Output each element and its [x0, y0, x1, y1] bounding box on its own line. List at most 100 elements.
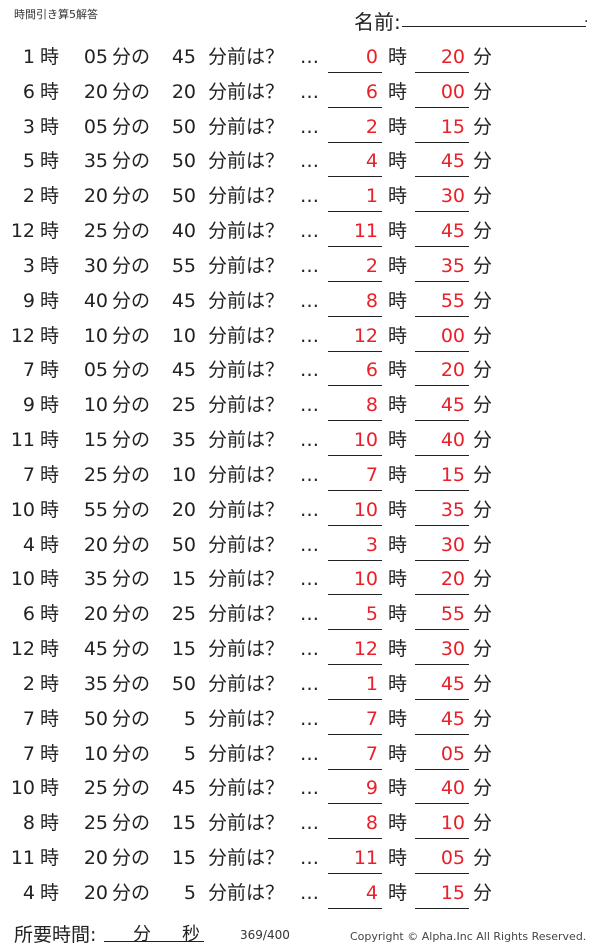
- answer-minute[interactable]: 05: [440, 847, 465, 870]
- answer-minute[interactable]: 15: [440, 115, 465, 138]
- answer-minute[interactable]: 45: [440, 672, 465, 695]
- answer-minute[interactable]: 45: [440, 150, 465, 173]
- answer-hour[interactable]: 4: [365, 881, 378, 904]
- problem-minute: 20: [83, 881, 108, 904]
- answer-hour[interactable]: 0: [365, 46, 378, 68]
- minute-of-label: 分の: [112, 46, 151, 68]
- problem-minute: 10: [83, 394, 108, 417]
- answer-minute[interactable]: 45: [440, 394, 465, 417]
- answer-hour-line: [328, 524, 382, 526]
- time-required-field[interactable]: [104, 941, 204, 942]
- answer-minute-line: [415, 907, 469, 909]
- answer-hour[interactable]: 10: [353, 429, 378, 452]
- minutes-before: 15: [171, 847, 196, 870]
- ellipsis: …: [300, 185, 319, 208]
- answer-hour[interactable]: 8: [365, 394, 378, 417]
- answer-minute[interactable]: 35: [440, 254, 465, 277]
- answer-minute-label: 分: [473, 672, 493, 695]
- answer-hour[interactable]: 2: [365, 254, 378, 277]
- answer-hour-line: [328, 489, 382, 491]
- answer-minute-line: [415, 594, 469, 596]
- answer-minute[interactable]: 00: [440, 324, 465, 347]
- problem-row: 12 時 10 分の 10 分前は？… 12 時 00 分: [0, 321, 600, 352]
- answer-minute[interactable]: 30: [440, 533, 465, 556]
- answer-minute[interactable]: 20: [440, 359, 465, 382]
- answer-hour-line: [328, 420, 382, 422]
- minute-of-label: 分の: [112, 359, 151, 382]
- problem-hour: 2: [22, 185, 35, 208]
- answer-hour[interactable]: 10: [353, 498, 378, 521]
- minutes-before: 20: [171, 80, 196, 103]
- answer-minute[interactable]: 40: [440, 429, 465, 452]
- answer-minute[interactable]: 55: [440, 603, 465, 626]
- answer-hour-line: [328, 385, 382, 387]
- answer-hour[interactable]: 1: [365, 672, 378, 695]
- answer-hour[interactable]: 7: [365, 742, 378, 765]
- problem-hour: 2: [22, 672, 35, 695]
- footer-seconds-label: 秒: [182, 924, 200, 945]
- hour-label: 時: [40, 812, 60, 835]
- answer-hour[interactable]: 1: [365, 185, 378, 208]
- answer-minute[interactable]: 20: [440, 568, 465, 591]
- minutes-before: 50: [171, 150, 196, 173]
- answer-hour[interactable]: 6: [365, 359, 378, 382]
- problem-hour: 7: [22, 463, 35, 486]
- problem-minute: 35: [83, 568, 108, 591]
- answer-hour[interactable]: 11: [353, 847, 378, 870]
- answer-minute[interactable]: 00: [440, 80, 465, 103]
- name-label: 名前:: [354, 10, 401, 34]
- minute-of-label: 分の: [112, 603, 151, 626]
- answer-hour[interactable]: 5: [365, 603, 378, 626]
- answer-hour-line: [328, 455, 382, 457]
- minutes-before-label: 分前は？: [208, 568, 285, 591]
- answer-hour[interactable]: 3: [365, 533, 378, 556]
- problem-row: 4 時 20 分の 5 分前は？… 4 時 15 分: [0, 878, 600, 909]
- answer-hour[interactable]: 7: [365, 463, 378, 486]
- answer-minute[interactable]: 30: [440, 638, 465, 661]
- answer-minute[interactable]: 20: [440, 46, 465, 68]
- answer-minute[interactable]: 10: [440, 812, 465, 835]
- answer-hour[interactable]: 8: [365, 289, 378, 312]
- minutes-before: 35: [171, 429, 196, 452]
- answer-hour[interactable]: 11: [353, 220, 378, 243]
- name-field[interactable]: [402, 26, 586, 27]
- minute-of-label: 分の: [112, 220, 151, 243]
- answer-hour-line: [328, 907, 382, 909]
- minutes-before: 55: [171, 254, 196, 277]
- answer-hour-label: 時: [388, 533, 408, 556]
- answer-minute[interactable]: 55: [440, 289, 465, 312]
- problem-hour: 7: [22, 359, 35, 382]
- answer-minute[interactable]: 15: [440, 463, 465, 486]
- hour-label: 時: [40, 463, 60, 486]
- answer-hour[interactable]: 12: [353, 324, 378, 347]
- ellipsis: …: [300, 498, 319, 521]
- answer-hour[interactable]: 9: [365, 777, 378, 800]
- minute-of-label: 分の: [112, 429, 151, 452]
- answer-minute[interactable]: 45: [440, 220, 465, 243]
- problem-hour: 4: [22, 533, 35, 556]
- answer-minute-line: [415, 141, 469, 143]
- answer-minute-line: [415, 72, 469, 73]
- problem-row: 7 時 10 分の 5 分前は？… 7 時 05 分: [0, 739, 600, 770]
- answer-hour[interactable]: 12: [353, 638, 378, 661]
- answer-hour[interactable]: 6: [365, 80, 378, 103]
- answer-minute-label: 分: [473, 220, 493, 243]
- answer-minute[interactable]: 40: [440, 777, 465, 800]
- answer-hour[interactable]: 4: [365, 150, 378, 173]
- minutes-before-label: 分前は？: [208, 220, 285, 243]
- answer-minute[interactable]: 45: [440, 707, 465, 730]
- answer-hour[interactable]: 2: [365, 115, 378, 138]
- answer-minute[interactable]: 15: [440, 881, 465, 904]
- answer-minute[interactable]: 35: [440, 498, 465, 521]
- answer-minute[interactable]: 05: [440, 742, 465, 765]
- answer-hour-line: [328, 315, 382, 317]
- answer-hour[interactable]: 7: [365, 707, 378, 730]
- answer-hour[interactable]: 8: [365, 812, 378, 835]
- minutes-before-label: 分前は？: [208, 638, 285, 661]
- answer-minute-line: [415, 280, 469, 282]
- answer-hour-line: [328, 211, 382, 213]
- minutes-before-label: 分前は？: [208, 115, 285, 138]
- ellipsis: …: [300, 777, 319, 800]
- answer-hour[interactable]: 10: [353, 568, 378, 591]
- answer-minute[interactable]: 30: [440, 185, 465, 208]
